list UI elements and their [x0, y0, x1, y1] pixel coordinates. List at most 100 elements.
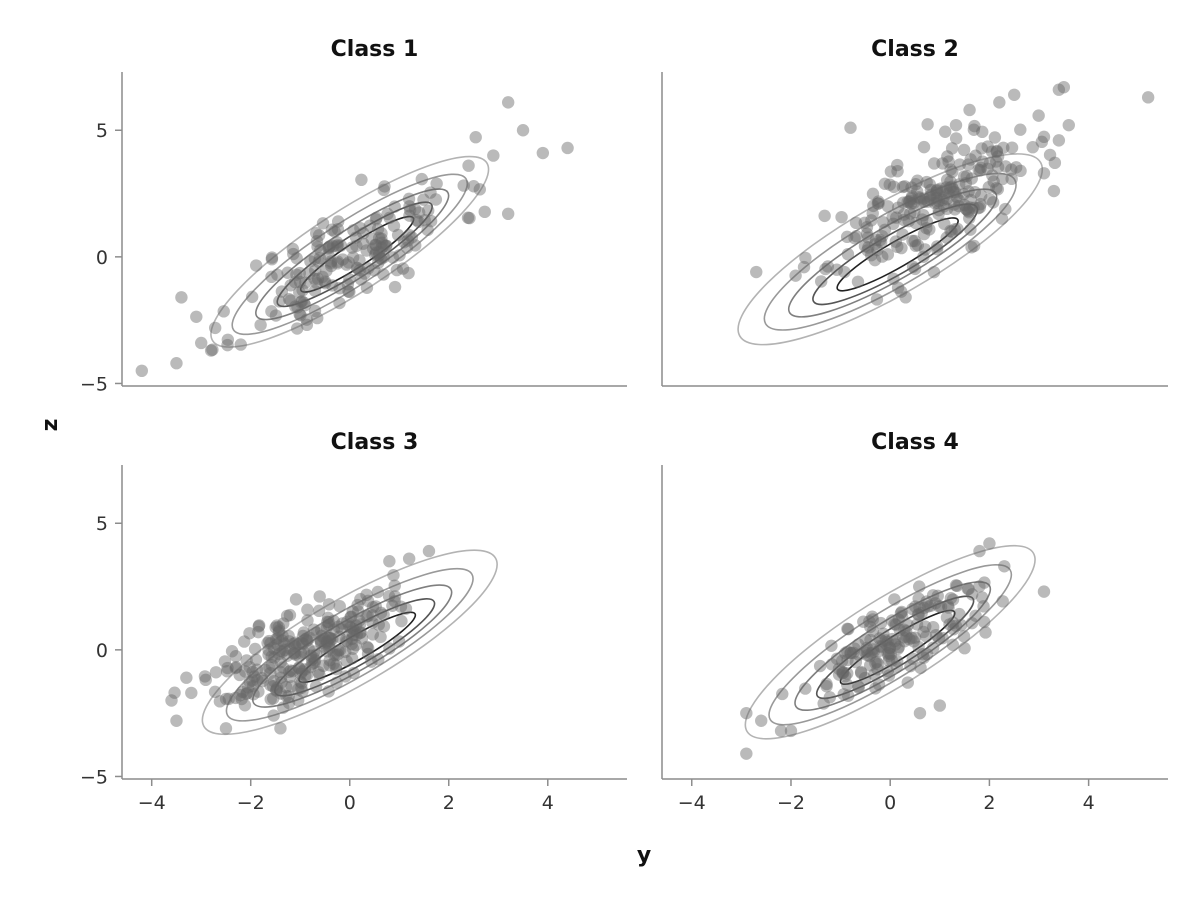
- data-point: [868, 238, 882, 251]
- data-point: [817, 697, 830, 710]
- data-point: [849, 655, 863, 669]
- x-tick-label: 2: [983, 792, 995, 814]
- data-point: [307, 623, 321, 636]
- data-point: [908, 262, 922, 276]
- data-point: [387, 219, 401, 233]
- data-point: [246, 665, 259, 679]
- data-point: [247, 687, 260, 701]
- data-point: [290, 322, 304, 335]
- data-point: [388, 579, 401, 592]
- data-point: [293, 275, 307, 289]
- data-point: [951, 222, 964, 236]
- data-point: [219, 692, 233, 706]
- data-point: [920, 215, 934, 229]
- data-point: [280, 689, 293, 703]
- data-point: [284, 294, 297, 307]
- data-point: [929, 597, 942, 610]
- data-point: [319, 277, 332, 290]
- data-point: [917, 601, 931, 615]
- data-point: [858, 216, 871, 229]
- data-point: [957, 170, 971, 183]
- data-point: [208, 321, 222, 335]
- data-point: [889, 618, 903, 631]
- data-point: [302, 642, 315, 656]
- data-point: [852, 681, 865, 694]
- data-point: [317, 659, 330, 673]
- data-point: [911, 238, 925, 252]
- data-point: [281, 649, 294, 662]
- data-point: [867, 199, 880, 213]
- data-point: [294, 675, 307, 688]
- data-point: [289, 636, 302, 649]
- data-point: [263, 661, 276, 674]
- data-point: [370, 211, 383, 224]
- data-point: [901, 676, 914, 689]
- data-point: [952, 194, 966, 207]
- data-point: [271, 632, 285, 645]
- data-point: [913, 192, 927, 205]
- data-point: [252, 625, 265, 639]
- data-point: [283, 670, 296, 684]
- data-point: [185, 686, 198, 700]
- data-point: [305, 653, 319, 666]
- data-point: [383, 555, 396, 568]
- data-point: [320, 645, 334, 658]
- data-point: [330, 659, 343, 672]
- data-point: [905, 192, 918, 205]
- data-point: [911, 174, 924, 187]
- data-point: [536, 146, 550, 160]
- data-point: [1052, 134, 1066, 147]
- data-point: [861, 649, 874, 662]
- data-point: [841, 653, 854, 667]
- panel-3: Class 3 −5 0 5 −4 −2 0 2 4: [80, 430, 627, 814]
- data-point: [991, 183, 1005, 196]
- data-point: [327, 614, 340, 628]
- data-point: [457, 179, 470, 192]
- data-point: [866, 610, 879, 623]
- data-point: [229, 661, 243, 674]
- data-point: [314, 635, 328, 648]
- data-point: [866, 613, 880, 626]
- data-point: [387, 569, 400, 582]
- data-point: [372, 231, 386, 245]
- data-point: [963, 201, 977, 214]
- data-point: [463, 211, 476, 225]
- data-point: [277, 617, 290, 630]
- data-point: [944, 591, 958, 605]
- data-point: [891, 201, 905, 214]
- data-point: [946, 165, 959, 179]
- data-point: [295, 665, 309, 678]
- data-point: [218, 655, 232, 668]
- data-point: [341, 278, 355, 291]
- data-point: [209, 666, 223, 679]
- data-point: [377, 608, 390, 621]
- data-point: [310, 626, 323, 640]
- data-point: [327, 648, 341, 661]
- data-point: [918, 195, 931, 208]
- data-point: [869, 233, 883, 247]
- data-point: [876, 635, 889, 648]
- data-point: [361, 641, 375, 655]
- data-point: [920, 595, 933, 608]
- x-tick-label: 0: [884, 792, 896, 814]
- data-point: [467, 180, 480, 193]
- data-point: [872, 195, 885, 208]
- data-point: [342, 256, 355, 269]
- data-point: [906, 234, 919, 248]
- data-point: [907, 635, 920, 648]
- data-point: [917, 250, 930, 263]
- data-point: [948, 203, 962, 216]
- data-point: [961, 582, 975, 596]
- data-point: [957, 630, 971, 643]
- data-point: [234, 688, 247, 702]
- data-point: [881, 635, 894, 649]
- data-point: [323, 631, 336, 645]
- data-point: [893, 623, 906, 637]
- data-point: [908, 205, 921, 219]
- data-point: [842, 622, 855, 636]
- data-point: [276, 629, 289, 643]
- data-point: [813, 659, 827, 673]
- data-point: [285, 680, 298, 693]
- data-point: [1026, 141, 1039, 154]
- data-point: [378, 180, 391, 193]
